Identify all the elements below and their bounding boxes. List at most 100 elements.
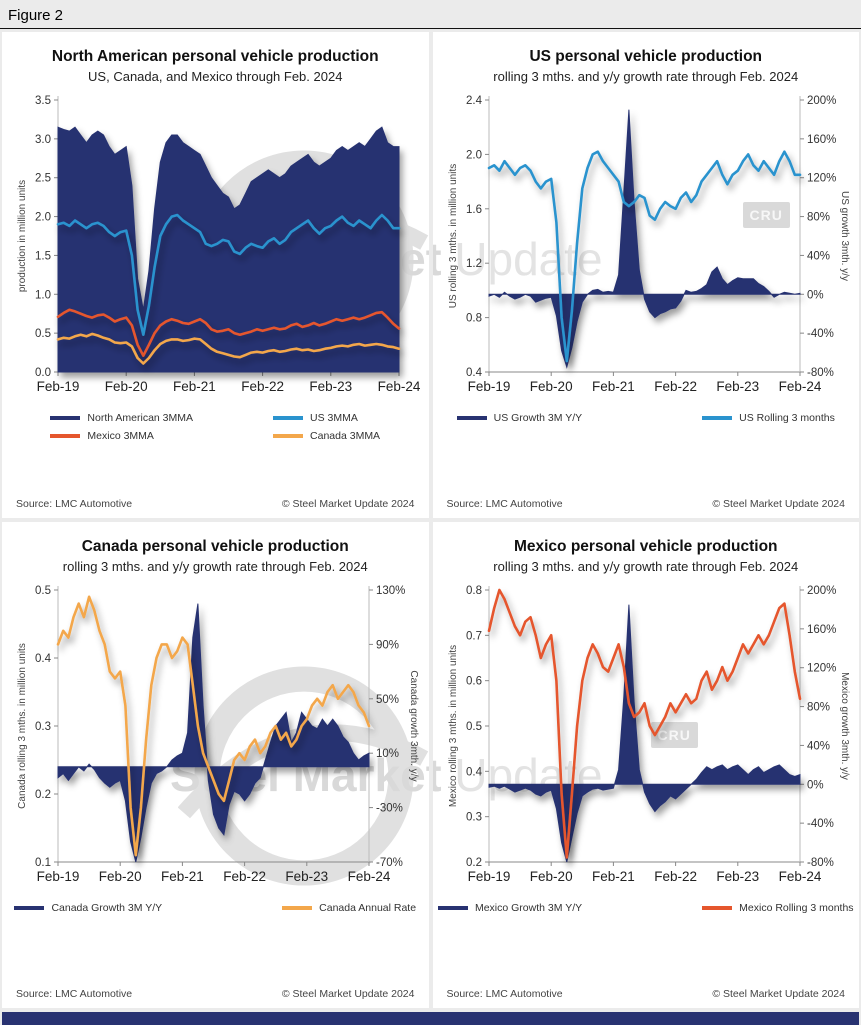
legend-swatch <box>702 416 733 420</box>
legend-swatch <box>702 906 733 910</box>
panel-north-america: Steel Market Update CRU North American p… <box>2 32 429 518</box>
legend-label: North American 3MMA <box>87 412 194 424</box>
legend-item: US Growth 3M Y/Y <box>456 412 582 424</box>
chart-subtitle: rolling 3 mths. and y/y growth rate thro… <box>493 69 799 84</box>
legend-label: Canada 3MMA <box>310 430 381 442</box>
svg-text:-30%: -30% <box>376 803 403 815</box>
svg-text:-40%: -40% <box>807 818 834 830</box>
source-text: Source: LMC Automotive <box>16 498 133 510</box>
legend-label: Canada Annual Rate <box>319 902 417 914</box>
right-axis-label: Mexico growth 3mth. y/y <box>839 672 850 780</box>
figure-label: Figure 2 <box>8 7 64 24</box>
legend-swatch <box>282 906 313 910</box>
svg-text:0.2: 0.2 <box>466 857 482 869</box>
legend-swatch <box>437 906 468 910</box>
chart-legend: Canada Growth 3M Y/Y Canada Annual Rate <box>14 902 417 914</box>
panel-mexico: Steel Market Update CRU Mexico personal … <box>432 522 859 1008</box>
svg-text:Feb-19: Feb-19 <box>467 379 510 394</box>
svg-text:0.8: 0.8 <box>466 585 482 597</box>
source-text: Source: LMC Automotive <box>446 988 563 1000</box>
svg-text:Feb-23: Feb-23 <box>716 379 759 394</box>
legend-label: Canada Growth 3M Y/Y <box>51 902 163 914</box>
legend-label: US Rolling 3 months <box>739 412 835 424</box>
legend-swatch <box>456 416 487 420</box>
svg-text:160%: 160% <box>807 134 836 146</box>
legend-swatch <box>50 416 81 420</box>
svg-text:Feb-23: Feb-23 <box>309 379 352 394</box>
svg-text:Feb-20: Feb-20 <box>105 379 148 394</box>
svg-text:1.6: 1.6 <box>466 204 482 216</box>
chart-canvas: 0.4 0.8 1.2 1.6 2.0 2.4 -80% -40% 0% 40% 80% 120% 16… <box>448 95 850 394</box>
svg-text:Feb-23: Feb-23 <box>285 869 328 884</box>
panel-canada: Steel Market Update CRU Canada personal … <box>2 522 429 1008</box>
legend-item: Mexico Growth 3M Y/Y <box>437 902 582 914</box>
svg-text:200%: 200% <box>807 95 836 107</box>
legend-item: Mexico Rolling 3 months <box>702 902 854 914</box>
chart-canvas: 0.0 0.5 1.0 1.5 2.0 2.5 3.0 3.5 Feb-19 Feb-20 Feb-… <box>17 95 421 394</box>
svg-text:Feb-20: Feb-20 <box>99 869 142 884</box>
legend-swatch <box>273 434 304 438</box>
svg-text:Feb-24: Feb-24 <box>378 379 421 394</box>
copyright-text: © Steel Market Update 2024 <box>712 498 845 510</box>
svg-text:-80%: -80% <box>807 367 834 379</box>
chart-subtitle: US, Canada, and Mexico through Feb. 2024 <box>88 69 343 84</box>
mexico-growth-3m-y-y-series <box>488 604 800 863</box>
svg-text:Feb-21: Feb-21 <box>173 379 216 394</box>
svg-text:1.5: 1.5 <box>35 250 51 262</box>
legend-label: Mexico 3MMA <box>87 430 154 442</box>
svg-text:3.0: 3.0 <box>35 134 51 146</box>
svg-text:2.0: 2.0 <box>466 149 482 161</box>
svg-text:Feb-22: Feb-22 <box>654 379 697 394</box>
right-axis-label: Canada growth 3mth. y/y <box>408 670 419 781</box>
left-axis-label: production in million units <box>17 180 28 292</box>
copyright-text: © Steel Market Update 2024 <box>281 988 415 1000</box>
chart-legend: Mexico Growth 3M Y/Y Mexico Rolling 3 mon… <box>437 902 854 914</box>
svg-text:Feb-22: Feb-22 <box>223 869 266 884</box>
svg-text:3.5: 3.5 <box>35 95 51 107</box>
svg-text:0.8: 0.8 <box>466 313 482 325</box>
svg-text:0.2: 0.2 <box>35 789 51 801</box>
mexico-rolling-3-months-series <box>487 588 801 859</box>
legend-item: Canada Annual Rate <box>282 902 416 914</box>
svg-text:2.0: 2.0 <box>35 212 51 224</box>
svg-text:Feb-22: Feb-22 <box>654 869 697 884</box>
svg-text:80%: 80% <box>807 702 830 714</box>
panel-footer: Source: LMC Automotive © Steel Market Up… <box>14 988 417 1000</box>
svg-text:Feb-21: Feb-21 <box>592 869 635 884</box>
us-growth-3m-y-y-series <box>488 109 800 369</box>
copyright-text: © Steel Market Update 2024 <box>712 988 845 1000</box>
svg-text:Feb-19: Feb-19 <box>467 869 510 884</box>
legend-item: North American 3MMA <box>50 412 193 424</box>
chart-canvas: 0.2 0.3 0.4 0.5 0.6 0.7 0.8 -80% -40% 0% 40% 80% 120… <box>448 585 850 884</box>
svg-text:Feb-19: Feb-19 <box>37 379 80 394</box>
svg-text:0.5: 0.5 <box>35 585 51 597</box>
svg-text:Feb-24: Feb-24 <box>778 379 821 394</box>
panel-footer: Source: LMC Automotive © Steel Market Up… <box>445 498 848 510</box>
legend-item: Canada Growth 3M Y/Y <box>14 902 162 914</box>
svg-text:Feb-23: Feb-23 <box>716 869 759 884</box>
svg-text:Feb-21: Feb-21 <box>592 379 635 394</box>
svg-text:130%: 130% <box>376 585 405 597</box>
figure-header: Figure 2 <box>0 0 861 29</box>
chart-legend: North American 3MMA US 3MMA Mexico 3MMA Can… <box>14 412 417 442</box>
svg-text:-80%: -80% <box>807 857 834 869</box>
chart-legend: US Growth 3M Y/Y US Rolling 3 months <box>445 412 848 424</box>
svg-text:Feb-20: Feb-20 <box>529 379 572 394</box>
svg-text:10%: 10% <box>376 748 399 760</box>
legend-swatch <box>14 906 45 910</box>
svg-text:Feb-21: Feb-21 <box>161 869 204 884</box>
watermark-bold: Steel Market <box>432 233 442 285</box>
svg-text:-40%: -40% <box>807 328 834 340</box>
svg-text:-70%: -70% <box>376 857 403 869</box>
svg-text:2.4: 2.4 <box>466 95 483 107</box>
chart-title: North American personal vehicle producti… <box>51 48 379 65</box>
svg-text:Feb-19: Feb-19 <box>37 869 80 884</box>
us-rolling-3-months-series <box>487 150 801 363</box>
svg-text:50%: 50% <box>376 694 399 706</box>
svg-text:Feb-20: Feb-20 <box>529 869 572 884</box>
svg-text:160%: 160% <box>807 624 836 636</box>
svg-text:200%: 200% <box>807 585 836 597</box>
svg-text:0.3: 0.3 <box>466 812 482 824</box>
left-axis-label: Canada rolling 3 mths. in million units <box>17 643 28 809</box>
svg-text:0.4: 0.4 <box>466 367 483 379</box>
